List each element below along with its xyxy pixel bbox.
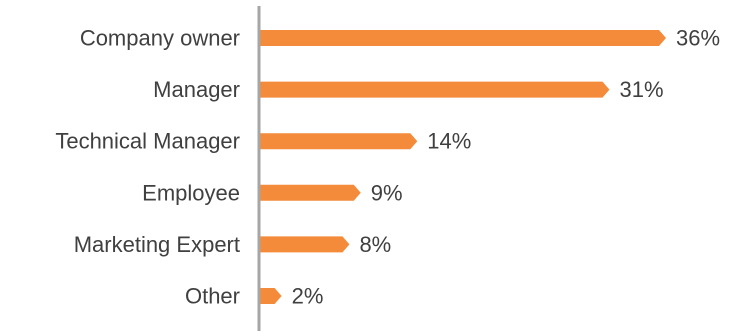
value-label: 14% bbox=[427, 129, 471, 154]
bar-manager bbox=[259, 81, 610, 98]
category-labels: Company owner Manager Technical Manager Emp… bbox=[55, 26, 240, 309]
category-label: Employee bbox=[142, 180, 240, 205]
category-label: Technical Manager bbox=[55, 129, 240, 154]
bars-layer bbox=[259, 30, 666, 304]
value-labels: 36% 31% 14% 9% 8% 2% bbox=[292, 26, 720, 309]
bar-other bbox=[259, 288, 282, 304]
value-label: 8% bbox=[359, 232, 391, 257]
value-label: 9% bbox=[371, 180, 403, 205]
bar-marketing-expert bbox=[259, 236, 350, 253]
bar-employee bbox=[259, 184, 361, 201]
bar-company-owner bbox=[259, 30, 666, 46]
value-label: 2% bbox=[292, 284, 324, 309]
value-label: 31% bbox=[619, 77, 663, 102]
value-label: 36% bbox=[676, 26, 720, 51]
category-label: Other bbox=[185, 284, 240, 309]
bar-technical-manager bbox=[259, 133, 418, 150]
category-label: Company owner bbox=[80, 26, 240, 51]
category-label: Marketing Expert bbox=[74, 232, 240, 257]
category-label: Manager bbox=[153, 77, 240, 102]
